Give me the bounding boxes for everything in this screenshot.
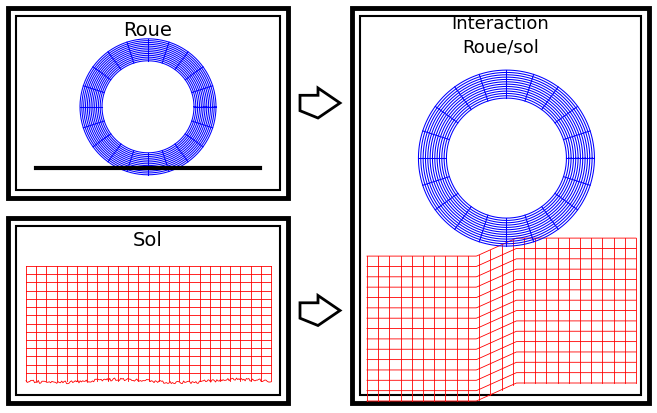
Text: Sol: Sol <box>133 230 163 249</box>
Bar <box>360 16 641 395</box>
Text: Interaction
Roue/sol: Interaction Roue/sol <box>451 15 549 57</box>
Bar <box>8 8 288 198</box>
Bar <box>16 16 280 190</box>
Polygon shape <box>300 295 340 325</box>
Polygon shape <box>300 88 340 118</box>
Bar <box>352 8 649 403</box>
Bar <box>8 218 288 403</box>
Text: Roue: Roue <box>124 21 172 40</box>
Bar <box>16 226 280 395</box>
